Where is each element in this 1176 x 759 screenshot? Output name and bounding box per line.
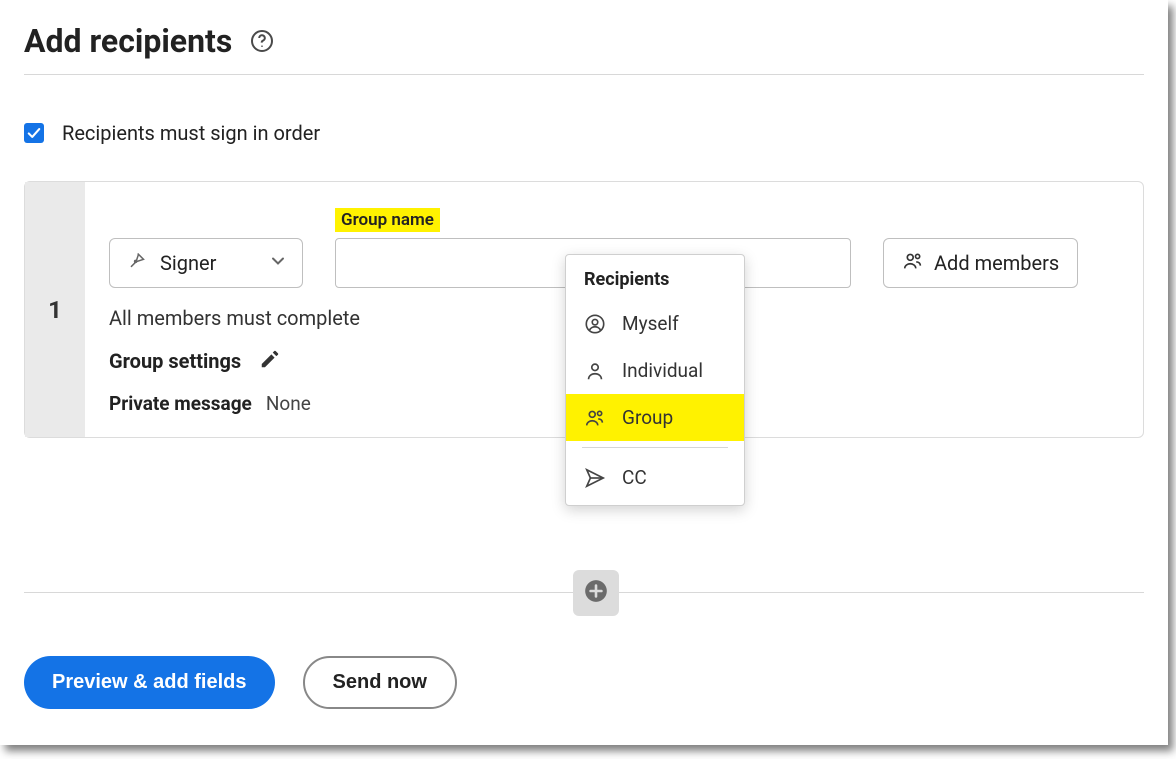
dropdown-item-myself[interactable]: Myself xyxy=(566,300,744,347)
dropdown-item-label: CC xyxy=(622,466,647,489)
preview-add-fields-button[interactable]: Preview & add fields xyxy=(24,656,275,709)
page-header: Add recipients xyxy=(24,22,1144,75)
help-icon[interactable] xyxy=(250,29,274,53)
role-dropdown[interactable]: Signer xyxy=(109,238,303,288)
dropdown-item-label: Myself xyxy=(622,312,679,335)
group-settings-label: Group settings xyxy=(109,349,241,373)
dropdown-separator xyxy=(582,447,728,448)
group-icon xyxy=(902,250,924,277)
group-name-label: Group name xyxy=(335,208,440,232)
footer-actions: Preview & add fields Send now xyxy=(24,656,457,709)
dropdown-header: Recipients xyxy=(566,255,744,300)
chevron-down-icon xyxy=(270,253,286,273)
dropdown-item-individual[interactable]: Individual xyxy=(566,347,744,394)
sign-order-row: Recipients must sign in order xyxy=(24,121,1144,145)
dropdown-item-label: Individual xyxy=(622,359,703,382)
private-message-label: Private message xyxy=(109,392,252,415)
recipients-dropdown: Recipients Myself Individual xyxy=(565,254,745,506)
dropdown-item-label: Group xyxy=(622,406,673,429)
send-now-button[interactable]: Send now xyxy=(303,656,457,709)
send-icon xyxy=(584,467,606,489)
add-members-label: Add members xyxy=(934,251,1059,275)
user-circle-icon xyxy=(584,313,606,335)
pen-nib-icon xyxy=(126,251,146,275)
user-icon xyxy=(584,360,606,382)
role-label: Signer xyxy=(160,251,256,275)
dropdown-item-cc[interactable]: CC xyxy=(566,454,744,501)
private-message-value: None xyxy=(266,392,311,415)
add-members-button[interactable]: Add members xyxy=(883,238,1078,288)
pencil-icon[interactable] xyxy=(259,348,281,374)
add-recipient-button[interactable] xyxy=(573,570,619,616)
sign-order-label: Recipients must sign in order xyxy=(62,121,320,145)
plus-circle-icon xyxy=(583,578,609,608)
dropdown-item-group[interactable]: Group xyxy=(566,394,744,441)
sign-order-checkbox[interactable] xyxy=(24,123,44,143)
group-icon xyxy=(584,407,606,429)
page-title: Add recipients xyxy=(24,22,232,60)
order-number: 1 xyxy=(25,182,85,437)
